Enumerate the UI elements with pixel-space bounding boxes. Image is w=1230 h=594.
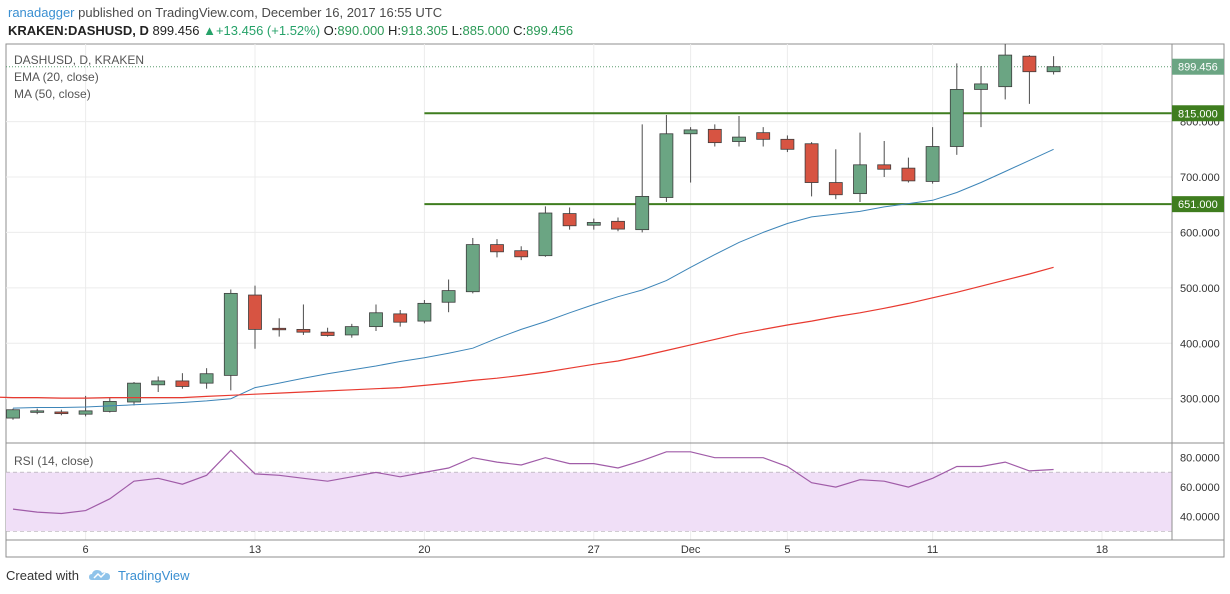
rsi-tick-label: 60.0000: [1180, 482, 1220, 494]
legend-symbol: DASHUSD, D, KRAKEN: [14, 53, 144, 67]
candle-body[interactable]: [296, 328, 311, 333]
created-with-text: Created with: [6, 568, 79, 583]
rsi-tick-label: 80.0000: [1180, 453, 1220, 465]
candle-body[interactable]: [78, 410, 93, 415]
candle-body[interactable]: [127, 382, 141, 403]
header: ranadagger published on TradingView.com,…: [0, 0, 1230, 44]
candle-body[interactable]: [586, 222, 601, 226]
candle-body[interactable]: [901, 167, 916, 182]
time-tick-label: 18: [1096, 544, 1108, 556]
candle-body[interactable]: [54, 411, 69, 415]
candle-body[interactable]: [611, 220, 625, 230]
up-arrow-icon: ▲: [203, 23, 216, 38]
rsi-band: [6, 472, 1172, 532]
candle-body[interactable]: [925, 146, 940, 182]
candle-body[interactable]: [949, 89, 964, 147]
candle-body[interactable]: [538, 212, 553, 257]
close-value: 899.456: [526, 23, 574, 38]
candle-body[interactable]: [175, 380, 190, 387]
low-value: 885.000: [462, 23, 510, 38]
author-link[interactable]: ranadagger: [8, 5, 75, 20]
candle-body[interactable]: [828, 182, 843, 196]
candle-body[interactable]: [659, 133, 674, 198]
candle-body[interactable]: [756, 132, 771, 140]
candle-body[interactable]: [998, 54, 1013, 88]
candle-body[interactable]: [393, 313, 408, 323]
candle-body[interactable]: [780, 138, 795, 150]
time-tick-label: 13: [249, 544, 261, 556]
candle-body[interactable]: [707, 128, 722, 144]
price-label-bg: [1172, 58, 1224, 75]
candle-body[interactable]: [804, 143, 819, 183]
candle-body[interactable]: [248, 294, 262, 330]
price-tick-label: 300.000: [1180, 394, 1220, 406]
level-label: 815.000: [1178, 108, 1218, 120]
price-tick-label: 400.000: [1180, 338, 1220, 350]
open-value: 890.000: [337, 23, 385, 38]
rsi-line: [12, 449, 1054, 515]
close-label: C:: [513, 23, 527, 38]
price-label: 899.456: [1178, 62, 1218, 74]
time-tick-label: 6: [83, 544, 89, 556]
candle-body[interactable]: [417, 302, 432, 322]
time-tick-label: 5: [784, 544, 790, 556]
candle-body[interactable]: [1046, 66, 1061, 73]
candle-body[interactable]: [320, 331, 335, 336]
level-label-bg: [1172, 196, 1224, 213]
rsi-tick-label: 40.0000: [1180, 511, 1220, 523]
price-tick-label: 700.000: [1180, 172, 1220, 184]
candle-body[interactable]: [151, 380, 166, 386]
symbol-name: KRAKEN:DASHUSD, D: [8, 23, 149, 38]
time-tick-label: 20: [418, 544, 430, 556]
time-tick-label: Dec: [681, 544, 701, 556]
candle-body[interactable]: [223, 292, 238, 376]
tradingview-link[interactable]: TradingView: [118, 568, 190, 583]
legend-ma: MA (50, close): [14, 87, 91, 101]
legend-ema: EMA (20, close): [14, 70, 99, 84]
candle-body[interactable]: [514, 250, 529, 258]
candle-body[interactable]: [683, 129, 698, 135]
candle-body[interactable]: [30, 410, 45, 413]
time-tick-label: 27: [588, 544, 600, 556]
legend-rsi: RSI (14, close): [14, 454, 93, 468]
published-text: published on TradingView.com, December 1…: [78, 5, 443, 20]
symbol-line: KRAKEN:DASHUSD, D 899.456 ▲+13.456 (+1.5…: [8, 23, 573, 38]
candle-body[interactable]: [877, 164, 892, 170]
low-label: L:: [451, 23, 463, 38]
footer: Created with TradingView: [6, 568, 190, 584]
candle-body[interactable]: [344, 326, 359, 336]
publish-line: ranadagger published on TradingView.com,…: [8, 5, 442, 20]
candle-body[interactable]: [732, 136, 746, 142]
price-change: +13.456 (+1.52%): [215, 23, 321, 38]
time-tick-label: 11: [927, 544, 938, 556]
candle-body[interactable]: [199, 373, 214, 384]
axes: 300.000400.000500.000600.000700.000800.0…: [83, 58, 1224, 556]
tradingview-cloud-icon[interactable]: [88, 569, 111, 584]
price-tick-label: 600.000: [1180, 227, 1220, 239]
candle-body[interactable]: [853, 164, 867, 195]
last-price: 899.456: [152, 23, 200, 38]
candle-body[interactable]: [6, 409, 20, 419]
ema-line: [12, 148, 1054, 409]
candle-body[interactable]: [974, 83, 988, 90]
level-label: 651.000: [1178, 199, 1218, 211]
plot-area: [0, 44, 1172, 515]
open-label: O:: [323, 23, 338, 38]
high-label: H:: [388, 23, 402, 38]
candle-body[interactable]: [635, 195, 650, 231]
candle-body[interactable]: [562, 213, 577, 227]
chart-frame: [5, 43, 1225, 558]
candle-body[interactable]: [441, 290, 456, 303]
price-tick-label: 500.000: [1180, 283, 1220, 295]
candle-body[interactable]: [1022, 55, 1037, 73]
ma-line: [0, 266, 1054, 399]
candle-body[interactable]: [272, 327, 287, 331]
candle-body[interactable]: [490, 244, 504, 253]
high-value: 918.305: [401, 23, 449, 38]
candle-body[interactable]: [369, 312, 383, 328]
candle-body[interactable]: [465, 244, 480, 293]
level-label-bg: [1172, 105, 1224, 122]
